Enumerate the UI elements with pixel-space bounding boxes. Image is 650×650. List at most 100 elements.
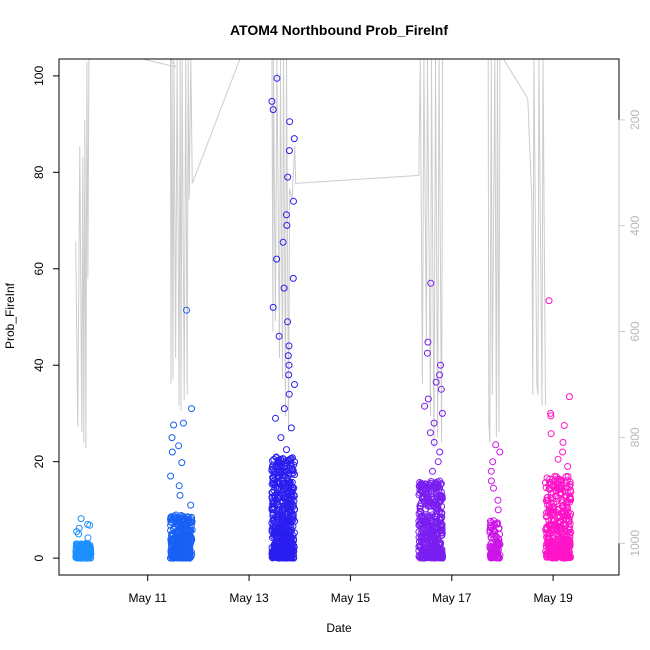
data-point bbox=[566, 482, 574, 490]
data-point bbox=[268, 97, 276, 105]
data-point bbox=[432, 378, 440, 386]
data-point bbox=[289, 512, 297, 520]
data-point bbox=[565, 516, 573, 524]
data-point bbox=[494, 535, 502, 543]
x-tick-label: May 13 bbox=[229, 591, 269, 605]
data-point bbox=[486, 528, 494, 536]
data-point bbox=[437, 385, 445, 393]
data-point bbox=[280, 284, 288, 292]
data-point bbox=[285, 371, 293, 379]
data-point bbox=[286, 118, 294, 126]
data-point bbox=[416, 502, 424, 510]
data-point bbox=[270, 474, 277, 482]
data-point bbox=[429, 467, 436, 475]
data-point bbox=[176, 551, 183, 559]
data-point bbox=[564, 463, 572, 470]
data-point bbox=[563, 553, 571, 561]
data-point bbox=[276, 508, 284, 516]
data-point bbox=[427, 538, 435, 546]
data-point bbox=[279, 502, 287, 510]
data-point bbox=[437, 521, 445, 529]
data-point bbox=[270, 516, 278, 524]
data-point bbox=[423, 349, 431, 357]
data-point bbox=[422, 486, 430, 494]
data-point bbox=[285, 361, 293, 369]
data-point bbox=[288, 465, 296, 473]
data-point bbox=[421, 522, 429, 530]
data-point bbox=[287, 549, 295, 557]
data-point bbox=[289, 274, 297, 282]
data-point bbox=[284, 318, 292, 326]
data-point bbox=[495, 524, 503, 532]
y-tick-label: 20 bbox=[32, 455, 46, 469]
data-point bbox=[269, 106, 277, 114]
data-point bbox=[168, 448, 176, 456]
data-point bbox=[424, 395, 432, 403]
data-point bbox=[425, 521, 433, 529]
data-point bbox=[188, 405, 195, 413]
data-point bbox=[416, 554, 424, 562]
data-point bbox=[493, 520, 501, 528]
data-point bbox=[170, 421, 178, 429]
data-point bbox=[169, 550, 176, 558]
data-point bbox=[168, 434, 176, 442]
data-point bbox=[424, 338, 432, 346]
data-point bbox=[275, 332, 283, 340]
data-point bbox=[566, 531, 574, 539]
data-point bbox=[493, 533, 500, 541]
data-point bbox=[284, 490, 292, 498]
data-point bbox=[185, 533, 193, 541]
data-point bbox=[429, 500, 437, 508]
x-tick-label: May 19 bbox=[533, 591, 573, 605]
data-point bbox=[551, 546, 559, 554]
y-axis: 0 20 40 60 80 100 bbox=[32, 66, 60, 561]
data-point bbox=[175, 517, 182, 525]
data-point bbox=[426, 429, 434, 437]
data-point bbox=[170, 525, 178, 533]
data-point bbox=[416, 505, 424, 512]
right-axis: 200 400 600 800 1000 bbox=[618, 110, 642, 557]
data-point bbox=[546, 553, 554, 560]
data-point bbox=[179, 513, 187, 521]
data-point bbox=[77, 515, 85, 523]
data-point bbox=[489, 545, 497, 553]
data-point bbox=[565, 494, 573, 502]
data-point bbox=[280, 514, 288, 522]
data-point bbox=[546, 504, 554, 512]
data-point bbox=[425, 512, 433, 520]
right-tick-label: 200 bbox=[628, 110, 642, 130]
data-point bbox=[492, 441, 500, 449]
data-point bbox=[424, 495, 432, 502]
data-point bbox=[557, 482, 565, 490]
data-point bbox=[555, 546, 563, 554]
data-point bbox=[554, 537, 562, 545]
data-point bbox=[555, 484, 563, 492]
data-point bbox=[550, 538, 558, 546]
right-tick-label: 400 bbox=[628, 215, 642, 235]
data-point bbox=[494, 506, 502, 514]
data-point bbox=[430, 438, 438, 446]
data-point bbox=[427, 279, 435, 287]
data-point bbox=[284, 173, 292, 181]
data-point bbox=[274, 472, 282, 480]
data-point bbox=[551, 492, 559, 500]
data-point bbox=[285, 342, 293, 350]
data-point bbox=[546, 485, 554, 493]
data-point bbox=[565, 393, 573, 401]
data-point bbox=[424, 553, 432, 560]
data-point bbox=[542, 479, 549, 487]
data-point bbox=[552, 554, 560, 562]
y-axis-label: Prob_FireInf bbox=[3, 282, 17, 349]
data-point bbox=[567, 496, 575, 503]
data-point bbox=[556, 518, 564, 526]
y-tick-label: 100 bbox=[32, 66, 46, 86]
data-point bbox=[285, 147, 293, 155]
data-point bbox=[288, 470, 296, 478]
data-point bbox=[289, 467, 297, 474]
data-point bbox=[546, 539, 554, 547]
data-point bbox=[187, 501, 195, 509]
data-point bbox=[285, 390, 293, 398]
data-point bbox=[84, 547, 92, 555]
data-point bbox=[545, 297, 553, 305]
data-point bbox=[270, 486, 278, 494]
